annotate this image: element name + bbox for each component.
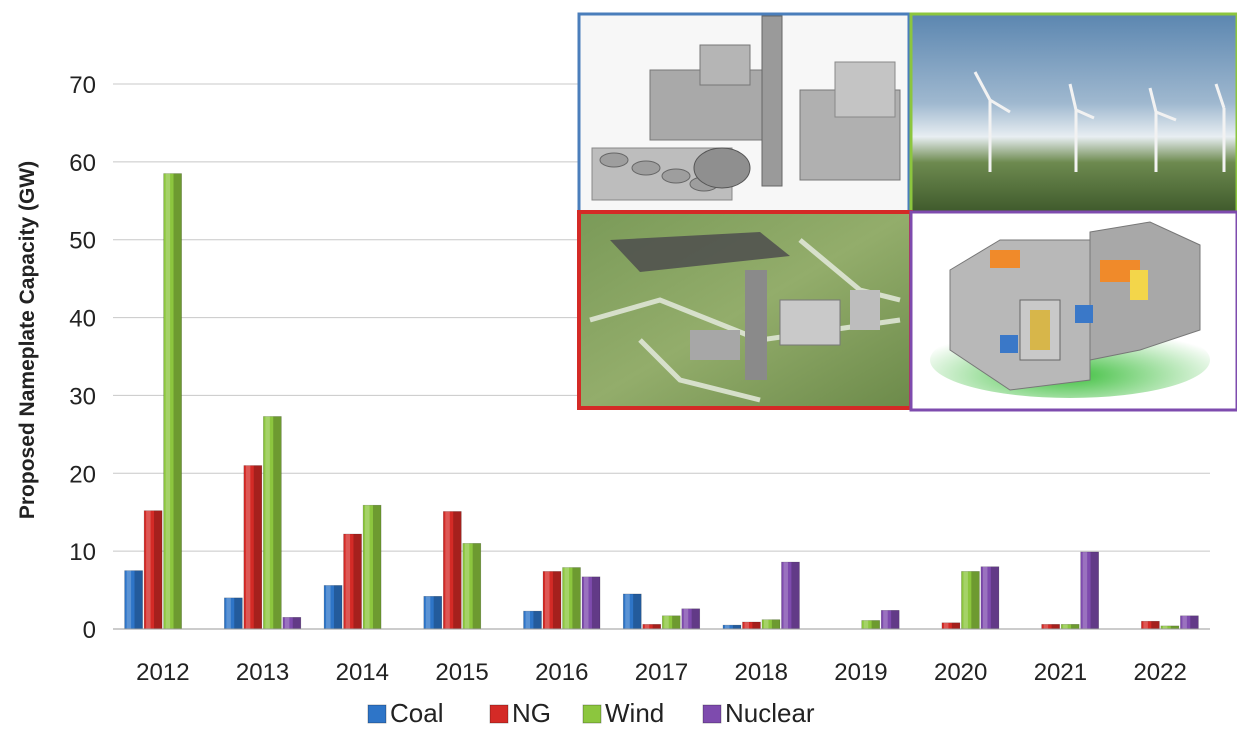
bar-nuclear-2019 <box>880 610 900 630</box>
bar-coal-2015 <box>423 595 443 630</box>
gas-turbine-plant-image <box>579 14 909 212</box>
legend-item-coal: Coal <box>367 698 443 728</box>
x-tick-label: 2016 <box>535 659 588 686</box>
bar-wind-2017 <box>661 615 681 630</box>
bar-coal-2014 <box>323 585 343 630</box>
y-tick-label: 70 <box>69 72 96 99</box>
y-tick-labels: 0 10 20 30 40 50 60 70 <box>69 72 96 644</box>
bar-series <box>124 173 1199 630</box>
y-tick-label: 30 <box>69 383 96 410</box>
bar-ng-2013 <box>243 465 263 630</box>
y-tick-label: 0 <box>83 617 96 644</box>
legend-label: NG <box>512 698 551 728</box>
x-tick-label: 2015 <box>435 659 488 686</box>
nuclear-reactor-cutaway-image <box>911 212 1237 410</box>
x-tick-label: 2014 <box>336 659 389 686</box>
x-tick-label: 2019 <box>834 659 887 686</box>
bar-ng-2021 <box>1041 624 1060 630</box>
nuclear-reactor-cutaway-frame <box>909 210 1237 412</box>
bar-nuclear-2017 <box>681 608 701 630</box>
x-tick-label: 2022 <box>1133 659 1186 686</box>
bar-wind-2016 <box>562 567 581 630</box>
x-tick-label: 2018 <box>735 659 788 686</box>
y-axis-title: Proposed Nameplate Capacity (GW) <box>16 161 39 519</box>
x-tick-label: 2017 <box>635 659 688 686</box>
bar-nuclear-2022 <box>1180 615 1199 630</box>
bar-ng-2012 <box>143 510 163 630</box>
x-tick-label: 2021 <box>1034 659 1087 686</box>
y-tick-label: 60 <box>69 150 96 177</box>
coal-plant-aerial-image <box>579 212 911 408</box>
x-tick-labels: 2012 2013 2014 2015 2016 2017 2018 2019 2020 2021… <box>136 659 1187 686</box>
bar-wind-2018 <box>761 619 781 630</box>
legend-label: Coal <box>390 698 443 728</box>
bar-nuclear-2013 <box>282 617 302 630</box>
y-tick-label: 50 <box>69 228 96 255</box>
x-tick-label: 2013 <box>236 659 289 686</box>
legend-swatch <box>582 704 602 724</box>
inset-images <box>577 12 1237 412</box>
bar-ng-2022 <box>1141 620 1160 630</box>
legend: Coal NG Wind Nuclear <box>367 698 815 728</box>
bar-wind-2014 <box>362 504 382 630</box>
legend-swatch <box>702 704 722 724</box>
bar-coal-2017 <box>622 593 642 630</box>
bar-coal-2018 <box>722 624 742 630</box>
y-tick-label: 20 <box>69 461 96 488</box>
bar-nuclear-2018 <box>781 561 800 630</box>
y-tick-label: 10 <box>69 539 96 566</box>
legend-swatch <box>367 704 387 724</box>
legend-label: Wind <box>605 698 664 728</box>
legend-item-nuclear: Nuclear <box>702 698 815 728</box>
bar-wind-2012 <box>163 173 182 630</box>
legend-item-ng: NG <box>489 698 551 728</box>
bar-nuclear-2020 <box>980 566 1000 630</box>
bar-wind-2015 <box>462 543 482 630</box>
bar-ng-2016 <box>542 571 562 630</box>
bar-wind-2020 <box>961 571 980 630</box>
x-tick-label: 2020 <box>934 659 987 686</box>
bar-ng-2015 <box>442 511 462 630</box>
bar-ng-2020 <box>941 622 961 630</box>
wind-farm-image <box>911 14 1237 212</box>
bar-nuclear-2016 <box>581 576 601 630</box>
legend-label: Nuclear <box>725 698 815 728</box>
bar-ng-2018 <box>742 621 761 630</box>
x-tick-label: 2012 <box>136 659 189 686</box>
y-tick-label: 40 <box>69 306 96 333</box>
bar-nuclear-2021 <box>1080 551 1099 630</box>
bar-wind-2021 <box>1060 624 1080 630</box>
bar-ng-2014 <box>343 533 362 630</box>
bar-coal-2016 <box>523 610 542 630</box>
bar-ng-2017 <box>642 624 662 630</box>
legend-item-wind: Wind <box>582 698 664 728</box>
bar-wind-2013 <box>263 416 282 630</box>
legend-swatch <box>489 704 509 724</box>
bar-coal-2012 <box>124 570 143 630</box>
bar-wind-2019 <box>861 620 881 630</box>
bar-coal-2013 <box>224 597 243 630</box>
